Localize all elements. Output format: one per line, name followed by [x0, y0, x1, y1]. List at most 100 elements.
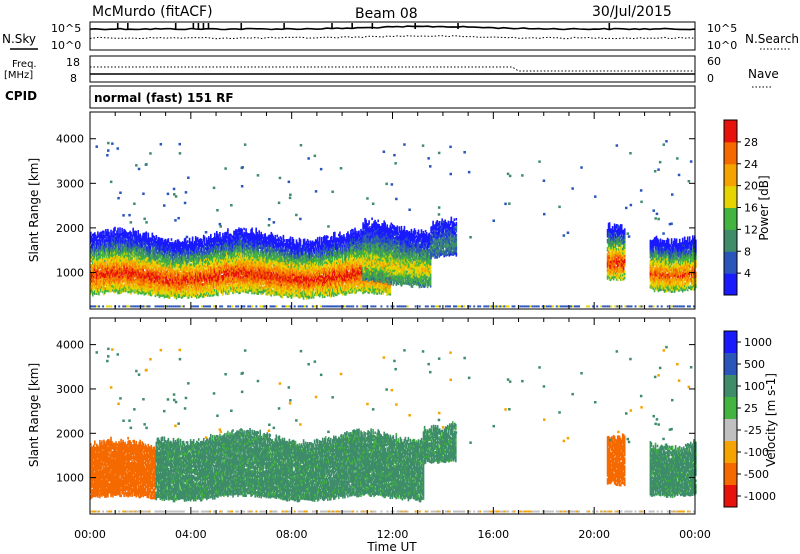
- power-cell: [187, 282, 190, 285]
- power-cell: [149, 247, 152, 250]
- power-cell: [190, 265, 193, 269]
- power-cell: [174, 270, 177, 273]
- power-cell: [176, 265, 179, 269]
- power-cell: [179, 262, 182, 265]
- power-cell: [121, 270, 123, 273]
- power-cell: [169, 256, 172, 259]
- power-cell: [102, 244, 104, 248]
- power-cell: [186, 276, 189, 280]
- power-cell: [90, 233, 92, 237]
- power-cell: [195, 259, 198, 263]
- power-cell: [135, 287, 138, 290]
- power-cell: [149, 273, 152, 277]
- power-cell: [166, 271, 169, 274]
- power-cell: [112, 266, 114, 270]
- power-cell: [184, 291, 187, 295]
- power-cell: [192, 287, 195, 290]
- power-cell: [158, 239, 161, 243]
- power-cell: [146, 238, 149, 241]
- power-cell: [117, 291, 119, 295]
- power-cell: [213, 249, 215, 252]
- power-cell: [152, 241, 155, 244]
- power-cell: [208, 274, 210, 277]
- power-cell: [171, 281, 174, 285]
- power-cell: [100, 289, 102, 293]
- power-cell: [211, 270, 213, 273]
- power-cell: [96, 242, 98, 245]
- power-cell: [92, 257, 94, 261]
- power-cell: [169, 264, 172, 267]
- power-cell: [104, 273, 106, 277]
- power-cell: [208, 254, 210, 257]
- power-cell: [189, 283, 192, 287]
- power-cell: [187, 266, 190, 269]
- power-cell: [118, 259, 120, 263]
- power-cell: [116, 278, 118, 282]
- power-cell: [205, 243, 207, 246]
- power-cell: [158, 241, 161, 245]
- power-cell: [121, 290, 123, 293]
- power-cell: [109, 271, 111, 275]
- power-cell: [168, 261, 171, 265]
- power-cell: [200, 291, 203, 294]
- power-cell: [126, 242, 128, 245]
- power-cell: [200, 262, 203, 266]
- power-cell: [173, 277, 176, 281]
- power-cell: [127, 248, 129, 252]
- power-cell: [118, 243, 120, 247]
- power-cell: [175, 282, 178, 286]
- power-cell: [129, 280, 131, 284]
- power-cell: [186, 290, 189, 294]
- power-cell: [177, 295, 180, 299]
- power-cell: [193, 275, 196, 278]
- power-cell: [114, 278, 116, 282]
- power-cell: [100, 287, 102, 291]
- power-cell: [197, 263, 200, 267]
- power-cell: [166, 263, 169, 266]
- power-cell: [200, 240, 203, 244]
- power-cell: [132, 243, 135, 247]
- power-cell: [142, 236, 145, 240]
- power-cell: [100, 257, 102, 261]
- power-cell: [97, 243, 99, 247]
- power-cell: [119, 291, 121, 295]
- power-cell: [158, 253, 161, 257]
- power-cell: [104, 277, 106, 281]
- power-cell: [179, 290, 182, 293]
- power-cell: [150, 273, 153, 277]
- power-cell: [94, 244, 96, 247]
- power-cell: [173, 287, 176, 291]
- power-cell: [203, 284, 206, 288]
- power-cell: [182, 261, 185, 265]
- power-cell: [153, 244, 156, 247]
- power-cell: [205, 255, 207, 258]
- power-cell: [96, 248, 98, 251]
- power-cell: [154, 242, 157, 245]
- power-cell: [93, 281, 95, 285]
- power-cell: [183, 278, 186, 282]
- power-cell: [93, 233, 95, 236]
- power-cell: [140, 275, 143, 279]
- power-cell: [103, 262, 105, 266]
- power-cell: [197, 253, 200, 257]
- power-cell: [96, 252, 98, 255]
- power-cell: [178, 261, 181, 264]
- power-cell: [110, 283, 112, 287]
- power-cell: [148, 288, 151, 291]
- power-cell: [147, 254, 150, 258]
- power-cell: [93, 235, 95, 238]
- power-cell: [191, 286, 194, 290]
- power-cell: [93, 289, 95, 293]
- power-cell: [110, 241, 112, 245]
- power-cell: [195, 241, 198, 245]
- power-cell: [165, 252, 168, 256]
- power-cell: [146, 272, 149, 276]
- power-cell: [147, 260, 150, 264]
- power-cell: [139, 255, 142, 259]
- power-cell: [161, 286, 164, 289]
- power-cell: [175, 286, 178, 290]
- power-cell: [137, 252, 140, 255]
- power-cell: [103, 276, 105, 280]
- power-cell: [175, 262, 178, 266]
- power-cell: [161, 256, 164, 259]
